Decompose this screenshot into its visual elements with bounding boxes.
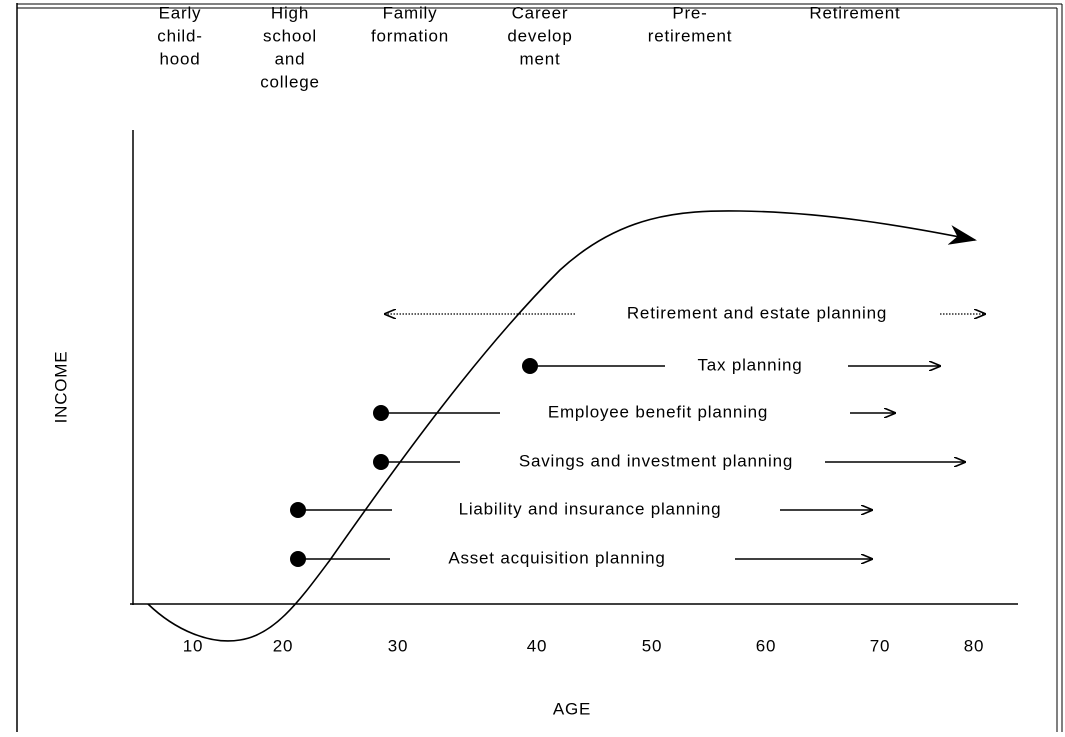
stage-label: Career (512, 3, 569, 22)
age-label: 80 (964, 636, 985, 655)
axes (130, 130, 1018, 605)
stage-label: ment (520, 49, 561, 68)
age-label: 60 (756, 636, 777, 655)
planning-label: Asset acquisition planning (448, 548, 665, 567)
age-label: 10 (183, 636, 204, 655)
planning-label: Liability and insurance planning (459, 499, 722, 518)
stage-label: Retirement (809, 3, 900, 22)
stage-label: develop (507, 26, 572, 45)
age-label: 70 (870, 636, 891, 655)
stage-label: Family (383, 3, 438, 22)
x-axis-label: AGE (553, 699, 591, 718)
frame (16, 3, 1063, 732)
stage-label: college (260, 72, 319, 91)
stage-label: hood (159, 49, 200, 68)
y-axis-label: INCOME (51, 351, 70, 424)
stage-label: formation (371, 26, 449, 45)
age-label: 30 (388, 636, 409, 655)
stage-label: retirement (648, 26, 733, 45)
stage-label: High (271, 3, 309, 22)
stage-label: Pre- (672, 3, 707, 22)
age-label: 50 (642, 636, 663, 655)
planning-label: Savings and investment planning (519, 451, 793, 470)
stage-label: Early (159, 3, 202, 22)
stage-label: and (275, 49, 306, 68)
stage-label: child- (157, 26, 202, 45)
age-label: 20 (273, 636, 294, 655)
planning-label: Tax planning (697, 355, 802, 374)
planning-label: Employee benefit planning (548, 402, 768, 421)
planning-label: Retirement and estate planning (627, 303, 887, 322)
age-label: 40 (527, 636, 548, 655)
income-curve (147, 210, 977, 642)
stage-label: school (263, 26, 317, 45)
